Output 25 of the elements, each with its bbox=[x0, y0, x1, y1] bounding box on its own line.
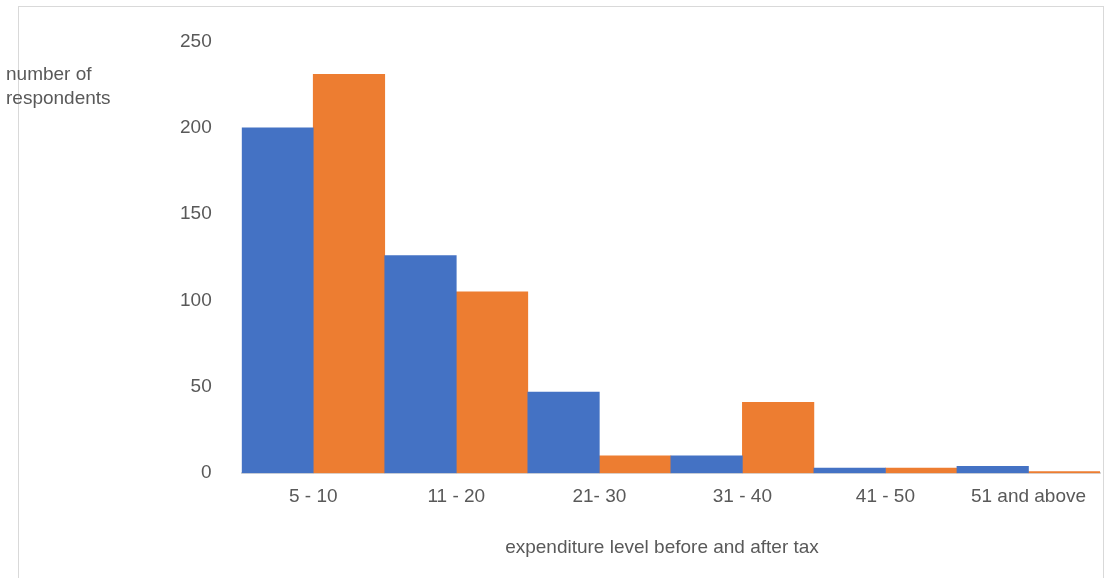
y-tick-label: 0 bbox=[201, 461, 212, 483]
x-tick-label: 21- 30 bbox=[572, 484, 627, 506]
y-tick-label: 250 bbox=[180, 29, 212, 51]
x-tick-label: 51 and above bbox=[970, 484, 1087, 506]
bar bbox=[670, 455, 743, 474]
y-axis-title: number of respondents bbox=[6, 62, 112, 110]
x-axis-title: expenditure level before and after tax bbox=[504, 536, 820, 558]
bar bbox=[384, 255, 457, 474]
y-tick-label: 100 bbox=[180, 288, 212, 310]
bar bbox=[742, 402, 815, 474]
bar bbox=[241, 127, 314, 474]
bar bbox=[312, 73, 386, 474]
y-tick-label: 200 bbox=[180, 115, 212, 137]
bar bbox=[455, 291, 529, 474]
bar bbox=[813, 467, 886, 474]
x-tick-label: 11 - 20 bbox=[427, 484, 486, 506]
y-tick-label: 150 bbox=[180, 202, 212, 224]
bar bbox=[1028, 471, 1100, 474]
bar bbox=[599, 455, 672, 474]
x-tick-label: 5 - 10 bbox=[288, 484, 338, 506]
bar bbox=[527, 391, 600, 474]
bar bbox=[956, 465, 1029, 474]
x-tick-label: 41 - 50 bbox=[855, 484, 915, 506]
x-tick-label: 31 - 40 bbox=[712, 484, 772, 506]
y-tick-label: 50 bbox=[190, 375, 212, 397]
